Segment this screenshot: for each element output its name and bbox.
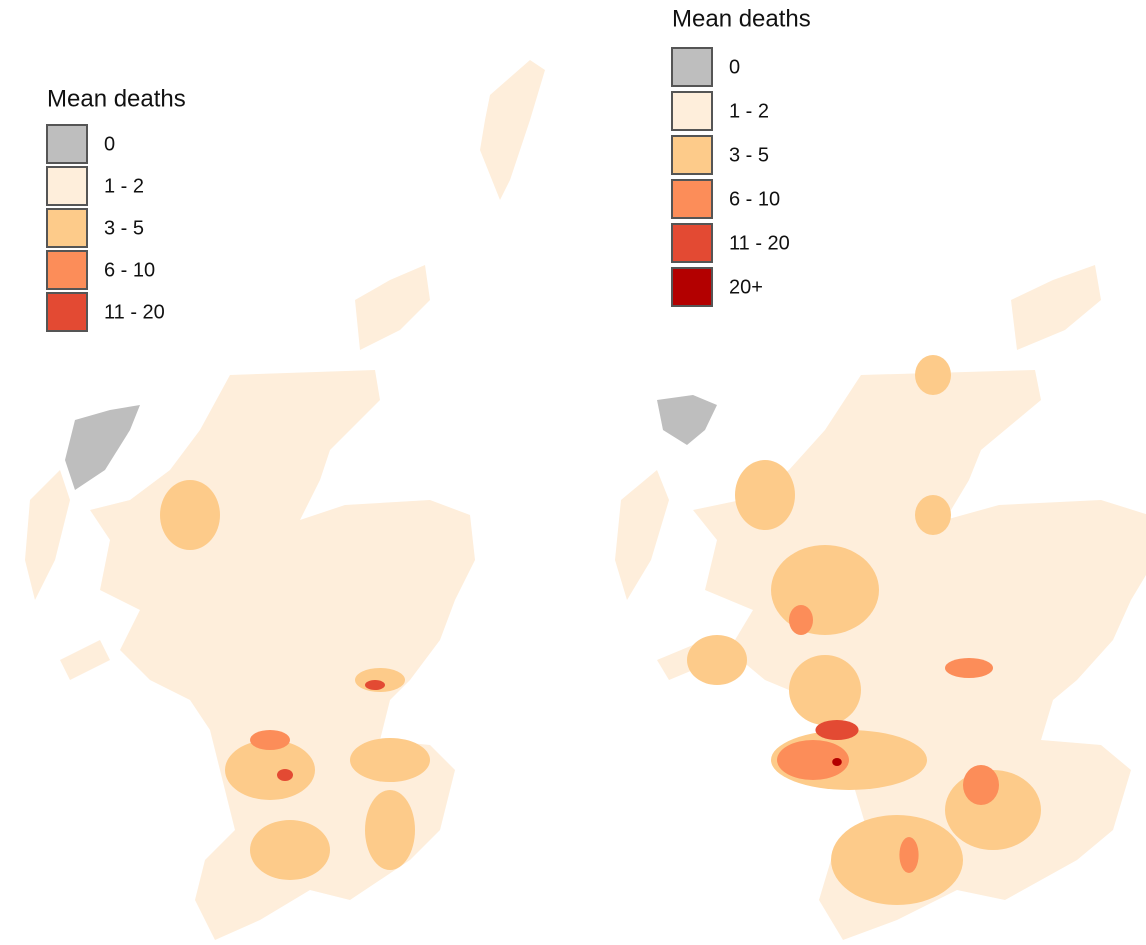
region (771, 545, 879, 635)
region (945, 658, 993, 678)
legend-title: Mean deaths (672, 5, 811, 32)
legends: Mean deaths 0 1 - 2 3 - 5 6 - 10 11 - 20 Mean … (46, 5, 811, 332)
legend-label: 0 (104, 133, 115, 155)
legend-swatch (46, 292, 88, 332)
region (789, 655, 861, 725)
legend-label: 11 - 20 (104, 301, 165, 323)
legend-label: 3 - 5 (104, 217, 144, 239)
legend-swatch (671, 267, 713, 307)
region (365, 790, 415, 870)
region (687, 635, 747, 685)
legend-swatch (46, 250, 88, 290)
legend-label: 20+ (729, 276, 763, 298)
region (735, 460, 795, 530)
region (789, 605, 813, 635)
region (831, 815, 963, 905)
legend-swatch (46, 124, 88, 164)
legend-label: 1 - 2 (104, 175, 144, 197)
legend-swatch (46, 208, 88, 248)
region (277, 769, 293, 781)
region (657, 395, 717, 445)
region (160, 480, 220, 550)
region (899, 837, 919, 873)
legend-swatch (671, 135, 713, 175)
legend-swatch (671, 91, 713, 131)
legend-swatch (671, 179, 713, 219)
region (777, 740, 849, 780)
region (815, 720, 859, 740)
region (250, 820, 330, 880)
legend-label: 0 (729, 56, 740, 78)
legend-title: Mean deaths (47, 85, 186, 112)
region (963, 765, 999, 805)
region (350, 738, 430, 782)
legend-swatch (671, 47, 713, 87)
legend-label: 3 - 5 (729, 144, 769, 166)
region (250, 730, 290, 750)
region (915, 355, 951, 395)
region (65, 405, 140, 490)
region (915, 495, 951, 535)
map-base (25, 60, 545, 940)
legend-swatch (671, 223, 713, 263)
map-left (25, 60, 545, 940)
legend-label: 1 - 2 (729, 100, 769, 122)
legend-label: 6 - 10 (729, 188, 780, 210)
region (365, 680, 385, 690)
region (225, 740, 315, 800)
map-right (615, 60, 1146, 940)
region (832, 758, 842, 766)
legend-label: 6 - 10 (104, 259, 155, 281)
legend-swatch (46, 166, 88, 206)
legend-label: 11 - 20 (729, 232, 790, 254)
